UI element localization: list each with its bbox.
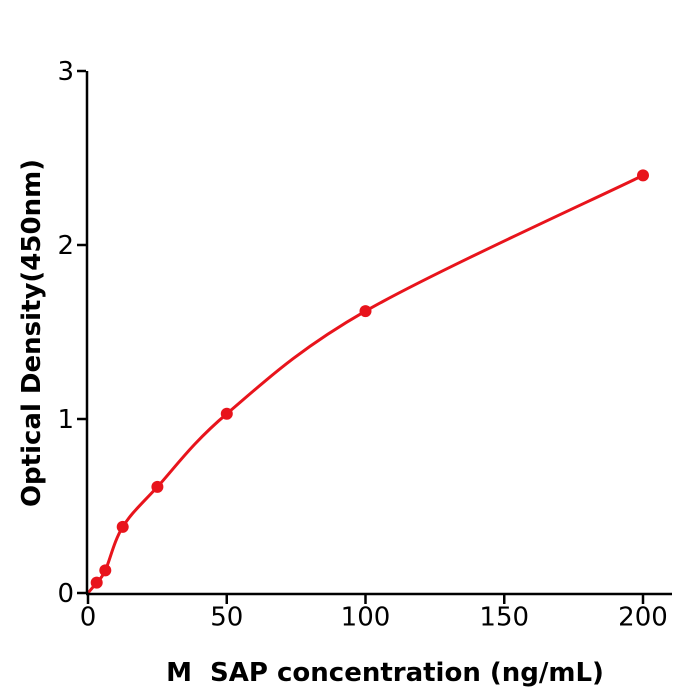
axes-spines (85, 71, 672, 596)
y-tick-label: 1 (57, 405, 74, 435)
x-tick-label: 50 (210, 602, 243, 632)
data-point (220, 407, 233, 420)
data-point (359, 305, 372, 318)
x-axis-ticks: 0 50 100 150 200 (80, 595, 668, 632)
x-tick-label: 100 (341, 602, 391, 632)
y-tick-label: 0 (57, 579, 74, 609)
x-tick-label: 0 (80, 602, 97, 632)
data-point (116, 520, 129, 533)
y-tick-label: 3 (57, 57, 74, 87)
y-tick-label: 2 (57, 231, 74, 261)
y-axis-ticks: 0 1 2 3 (57, 57, 86, 609)
x-axis-title: M SAP concentration (ng/mL) (166, 658, 604, 688)
fit-curve (86, 173, 645, 595)
x-tick-label: 200 (618, 602, 668, 632)
x-tick-label: 150 (479, 602, 529, 632)
data-point (90, 576, 103, 589)
data-point (637, 169, 649, 182)
data-point (151, 480, 164, 493)
data-points (90, 169, 649, 589)
y-axis-title: Optical Density(450nm) (17, 159, 47, 507)
data-point (99, 564, 112, 577)
